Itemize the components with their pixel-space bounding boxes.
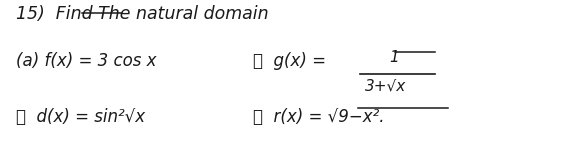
- Text: 15)  Find The natural domain: 15) Find The natural domain: [16, 5, 268, 23]
- Text: 1: 1: [389, 50, 400, 65]
- Text: 3+√x: 3+√x: [365, 78, 406, 93]
- Text: Ⓜ  d(x) = sin²√x: Ⓜ d(x) = sin²√x: [16, 108, 145, 126]
- Text: ⓓ  r(x) = √9−x².: ⓓ r(x) = √9−x².: [253, 108, 384, 126]
- Text: Ⓑ  g(x) =: Ⓑ g(x) =: [253, 52, 326, 70]
- Text: (a) f(x) = 3 cos x: (a) f(x) = 3 cos x: [16, 52, 156, 70]
